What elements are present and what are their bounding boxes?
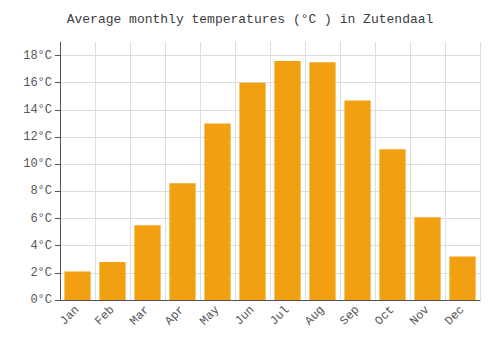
- svg-text:16°C: 16°C: [23, 76, 52, 90]
- svg-text:12°C: 12°C: [23, 130, 52, 144]
- svg-text:10°C: 10°C: [23, 157, 52, 171]
- svg-text:Jun: Jun: [232, 303, 257, 328]
- svg-text:8°C: 8°C: [30, 184, 52, 198]
- svg-text:May: May: [197, 303, 222, 328]
- svg-text:14°C: 14°C: [23, 103, 52, 117]
- svg-text:4°C: 4°C: [30, 239, 52, 253]
- svg-text:Mar: Mar: [127, 303, 152, 328]
- svg-text:Jan: Jan: [57, 303, 82, 328]
- svg-text:6°C: 6°C: [30, 212, 52, 226]
- svg-text:Aug: Aug: [302, 303, 327, 328]
- svg-text:Dec: Dec: [442, 303, 467, 328]
- svg-text:Apr: Apr: [162, 303, 187, 328]
- svg-text:Average monthly temperatures (: Average monthly temperatures (°C ) in Zu…: [67, 12, 434, 27]
- svg-text:Oct: Oct: [372, 303, 397, 328]
- svg-text:Feb: Feb: [92, 303, 117, 328]
- svg-text:Jul: Jul: [267, 303, 292, 328]
- svg-text:2°C: 2°C: [30, 266, 52, 280]
- svg-text:Sep: Sep: [337, 303, 362, 328]
- svg-text:0°C: 0°C: [30, 293, 52, 307]
- svg-text:18°C: 18°C: [23, 49, 52, 63]
- svg-text:Nov: Nov: [407, 303, 432, 328]
